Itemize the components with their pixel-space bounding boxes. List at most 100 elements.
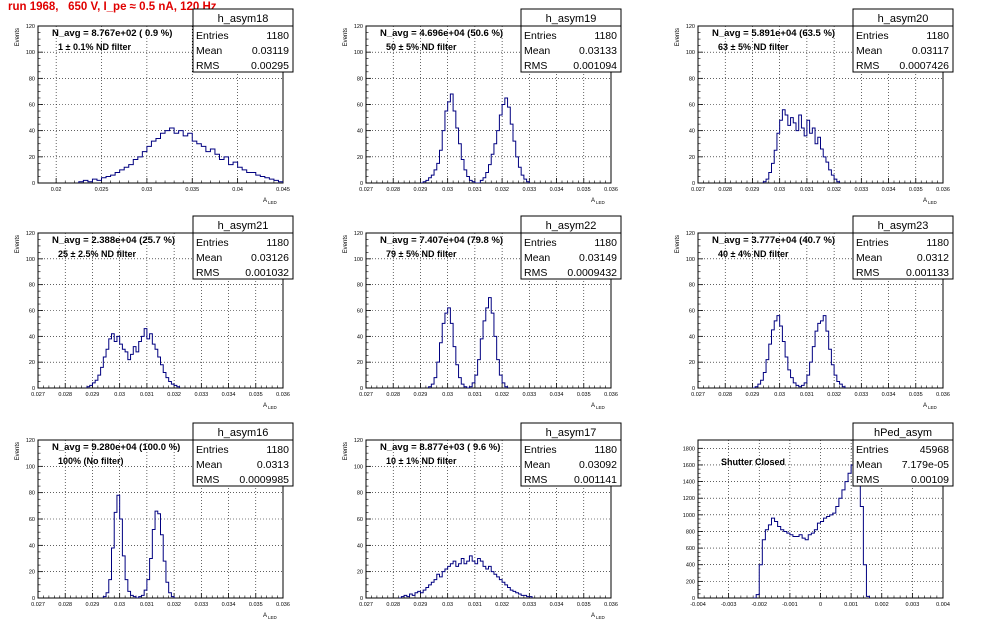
x-tick-label: 0.034: [882, 392, 896, 398]
x-tick-label: 0.032: [495, 602, 509, 608]
y-tick-label: 120: [686, 24, 695, 30]
filter-label: 10 ± 1% ND filter: [386, 456, 457, 466]
x-tick-label: 0.034: [222, 392, 236, 398]
y-tick-label: 0: [32, 386, 35, 392]
y-axis-title: Events: [343, 235, 349, 253]
x-tick-label: 0.033: [194, 392, 208, 398]
stats-value-mean: 0.03117: [912, 45, 949, 57]
y-tick-label: 60: [29, 517, 35, 523]
stats-value-rms: 0.001133: [906, 267, 949, 279]
x-axis-title-sub: LED: [596, 405, 606, 410]
x-tick-label: 0.03: [774, 392, 785, 398]
x-tick-label: 0.027: [31, 392, 45, 398]
stats-label-mean: Mean: [196, 252, 222, 264]
y-tick-label: 20: [689, 155, 695, 161]
y-tick-label: 40: [357, 334, 363, 340]
stats-label-mean: Mean: [524, 459, 550, 471]
stats-value-rms: 0.0007426: [899, 60, 949, 72]
n-avg-label: N_avg = 7.407e+04 (79.8 %): [380, 235, 503, 246]
x-tick-label: 0.032: [827, 187, 841, 193]
x-tick-label: 0.032: [495, 187, 509, 193]
x-tick-label: 0.045: [276, 187, 290, 193]
x-tick-label: 0.033: [522, 392, 536, 398]
x-tick-label: 0.027: [691, 392, 705, 398]
stats-value-entries: 1180: [266, 237, 289, 249]
stats-box: [192, 215, 294, 280]
y-tick-label: 120: [26, 24, 35, 30]
stats-label-mean: Mean: [524, 252, 550, 264]
x-tick-label: 0.036: [276, 392, 290, 398]
x-axis-title: A: [263, 403, 267, 409]
x-tick-label: 0.036: [604, 602, 618, 608]
stats-value-entries: 1180: [926, 237, 949, 249]
x-tick-label: 0.028: [386, 187, 400, 193]
x-tick-label: 0.028: [718, 392, 732, 398]
histogram-line: [752, 315, 846, 388]
x-tick-label: 0.033: [522, 187, 536, 193]
y-tick-label: 20: [357, 360, 363, 366]
x-tick-label: 0.027: [359, 392, 373, 398]
stats-label-mean: Mean: [196, 45, 222, 57]
histogram-pad-h_asym16: 0.027 0.028 0.029 0.03 0.031 0.032 0.033 0.034 0…: [15, 422, 294, 620]
x-tick-label: 0.035: [577, 187, 591, 193]
histogram-pad-h_asym20: 0.027 0.028 0.029 0.03 0.031 0.032 0.033 0.034 0…: [675, 8, 954, 205]
histogram-line: [102, 494, 175, 598]
histogram-name: h_asym23: [878, 220, 929, 232]
stats-value-rms: 0.001032: [245, 267, 289, 279]
y-tick-label: 0: [32, 596, 35, 602]
y-tick-label: 120: [354, 438, 363, 444]
histogram-pad-h_asym23: 0.027 0.028 0.029 0.03 0.031 0.032 0.033 0.034 0…: [675, 215, 954, 410]
stats-label-entries: Entries: [856, 237, 889, 249]
stats-label-mean: Mean: [196, 459, 222, 471]
y-tick-label: 400: [686, 563, 695, 569]
x-tick-label: 0.034: [550, 602, 564, 608]
x-tick-label: 0.027: [359, 187, 373, 193]
x-tick-label: 0.002: [875, 602, 889, 608]
x-tick-label: 0.034: [550, 392, 564, 398]
stats-value-rms: 0.001141: [574, 474, 617, 486]
stats-value-rms: 0.00295: [251, 60, 289, 72]
y-tick-label: 40: [29, 543, 35, 549]
y-tick-label: 60: [357, 517, 363, 523]
y-tick-label: 80: [29, 491, 35, 497]
x-tick-label: 0.034: [550, 187, 564, 193]
histogram-name: h_asym16: [218, 427, 269, 439]
x-tick-label: 0.036: [604, 187, 618, 193]
x-tick-label: 0.032: [495, 392, 509, 398]
x-axis-title: A: [923, 198, 927, 204]
y-tick-label: 120: [354, 231, 363, 237]
stats-label-entries: Entries: [524, 237, 557, 249]
stats-label-mean: Mean: [524, 45, 550, 57]
y-tick-label: 80: [29, 283, 35, 289]
histogram-name: hPed_asym: [874, 427, 932, 439]
x-tick-label: 0.034: [222, 602, 236, 608]
stats-value-rms: 0.001094: [573, 60, 617, 72]
y-tick-label: 40: [357, 543, 363, 549]
stats-label-entries: Entries: [196, 237, 229, 249]
stats-value-mean: 0.0312: [917, 252, 949, 264]
y-axis-title: Events: [15, 28, 21, 46]
y-tick-label: 40: [357, 129, 363, 135]
n-avg-label: N_avg = 8.877e+03 ( 9.6 %): [380, 442, 500, 453]
x-tick-label: 0.029: [414, 602, 428, 608]
x-tick-label: 0.025: [95, 187, 109, 193]
y-tick-label: 0: [32, 181, 35, 187]
y-tick-label: 1600: [683, 463, 695, 469]
stats-label-entries: Entries: [196, 444, 229, 456]
n-avg-label: N_avg = 4.696e+04 (50.6 %): [380, 28, 503, 39]
x-tick-label: 0.036: [936, 392, 950, 398]
x-tick-label: -0.001: [782, 602, 798, 608]
y-tick-label: 100: [686, 50, 695, 56]
x-tick-label: 0.027: [691, 187, 705, 193]
histogram-pad-h_asym21: 0.027 0.028 0.029 0.03 0.031 0.032 0.033 0.034 0…: [15, 215, 294, 410]
y-tick-label: 800: [686, 529, 695, 535]
n-avg-label: N_avg = 5.891e+04 (63.5 %): [712, 28, 835, 39]
stats-label-entries: Entries: [856, 444, 889, 456]
x-tick-label: 0.028: [58, 392, 72, 398]
stats-value-entries: 1180: [266, 444, 289, 456]
x-tick-label: 0.031: [140, 392, 154, 398]
x-axis-title-sub: LED: [596, 200, 606, 205]
y-tick-label: 80: [689, 283, 695, 289]
n-avg-label: N_avg = 8.767e+02 ( 0.9 %): [52, 28, 172, 39]
stats-label-mean: Mean: [856, 252, 882, 264]
